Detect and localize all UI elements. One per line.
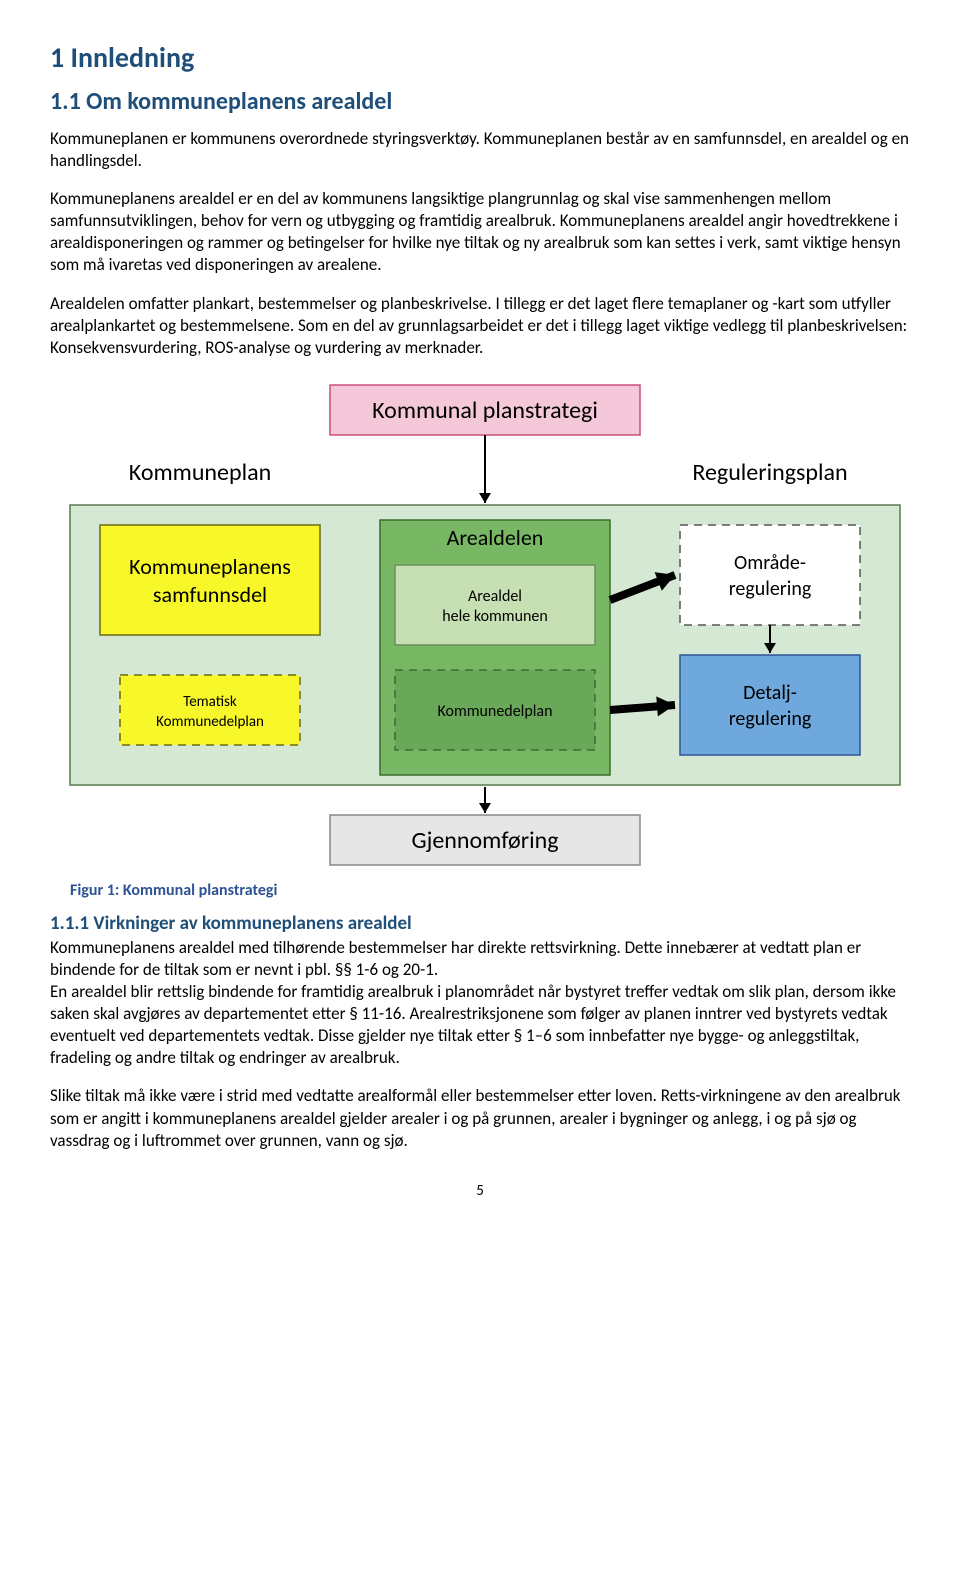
heading-1: 1 Innledning [50, 40, 910, 75]
svg-text:Gjennomføring: Gjennomføring [411, 826, 558, 855]
svg-text:Område-: Område- [734, 551, 806, 575]
svg-text:regulering: regulering [729, 577, 812, 601]
para-intro: Kommuneplanen er kommunens overordnede s… [50, 128, 910, 172]
page-number: 5 [50, 1182, 910, 1200]
svg-text:hele kommunen: hele kommunen [442, 607, 548, 626]
svg-text:regulering: regulering [729, 707, 812, 731]
para-omfatter: Arealdelen omfatter plankart, bestemmels… [50, 293, 910, 359]
para-rettsvirkning: Kommuneplanens arealdel med tilhørende b… [50, 937, 910, 981]
para-bindende: En arealdel blir rettslig bindende for f… [50, 981, 910, 1069]
svg-text:Detalj-: Detalj- [743, 681, 797, 705]
svg-text:Kommuneplan: Kommuneplan [129, 458, 271, 487]
para-arealdel: Kommuneplanens arealdel er en del av kom… [50, 188, 910, 276]
svg-text:Reguleringsplan: Reguleringsplan [692, 458, 847, 487]
heading-1-1-1: 1.1.1 Virkninger av kommuneplanens areal… [50, 912, 910, 935]
svg-text:Tematisk: Tematisk [183, 693, 237, 711]
svg-text:Arealdelen: Arealdelen [447, 524, 544, 551]
svg-text:Kommuneplanens: Kommuneplanens [129, 553, 291, 580]
heading-1-1: 1.1 Om kommuneplanens arealdel [50, 87, 910, 116]
svg-text:Kommunal planstrategi: Kommunal planstrategi [372, 396, 598, 425]
svg-text:samfunnsdel: samfunnsdel [153, 581, 267, 608]
diagram-container: Kommunal planstrategi Kommuneplan Reguleri… [50, 375, 910, 875]
para-strid: Slike tiltak må ikke være i strid med ve… [50, 1085, 910, 1151]
planstrategi-diagram: Kommunal planstrategi Kommuneplan Reguleri… [50, 375, 920, 875]
svg-text:Kommunedelplan: Kommunedelplan [438, 702, 553, 721]
svg-text:Arealdel: Arealdel [468, 587, 522, 606]
svg-text:Kommunedelplan: Kommunedelplan [156, 713, 264, 731]
figure-caption: Figur 1: Kommunal planstrategi [70, 881, 910, 900]
